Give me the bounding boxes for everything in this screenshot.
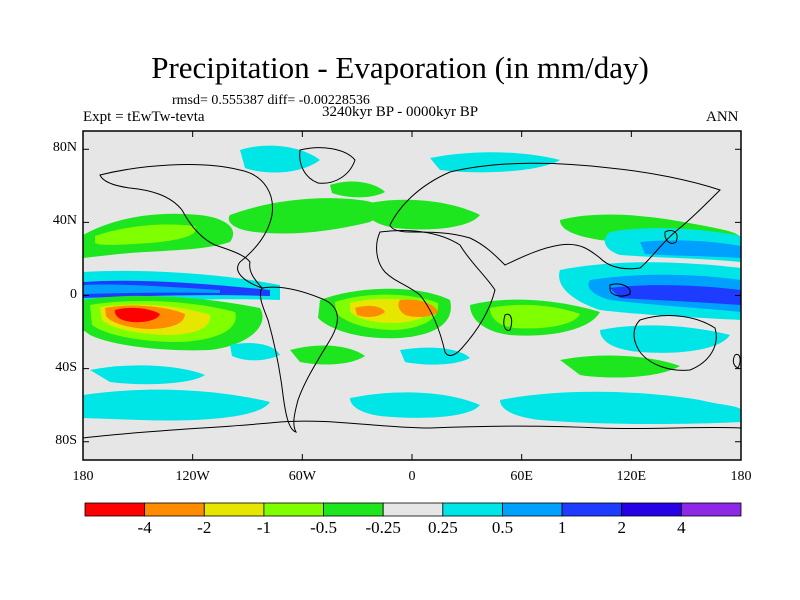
coast-maritime-continent — [609, 283, 631, 297]
field-southern-band-1 — [83, 389, 270, 421]
colorbar-label: -0.25 — [365, 518, 401, 537]
x-tick-label: 180 — [72, 469, 94, 484]
x-tick-label: 120E — [616, 469, 647, 484]
coast-japan — [664, 229, 678, 244]
stats-text: rmsd= 0.555387 diff= -0.00228536 — [172, 93, 370, 108]
field-contours — [83, 145, 741, 425]
colorbar-label: -4 — [137, 518, 152, 537]
x-tick-label: 60E — [510, 469, 533, 484]
x-tick-label: 180 — [730, 469, 752, 484]
x-ticks — [82, 131, 742, 460]
field-southern-band-4 — [290, 345, 365, 365]
field-arctic-patch-2 — [430, 152, 560, 173]
colorbar-swatch — [84, 502, 146, 517]
field-arctic-patch-3 — [330, 181, 385, 198]
experiment-label: Expt = tEwTw-tevta — [83, 109, 205, 125]
coast-north-america — [99, 164, 274, 290]
coastlines — [83, 147, 741, 439]
colorbar-swatch — [621, 502, 682, 517]
colorbar-label: 0.25 — [427, 518, 458, 537]
colorbar — [84, 502, 742, 517]
colorbar-label: 1 — [557, 518, 567, 537]
field-southern-band-2 — [350, 392, 480, 418]
colorbar-label: -1 — [256, 518, 271, 537]
field-band-eurasia — [360, 199, 480, 230]
coast-south-america — [259, 286, 338, 433]
season-label: ANN — [706, 109, 739, 125]
y-tick-label: 0 — [70, 286, 77, 302]
y-tick-label: 40S — [55, 359, 77, 375]
field-band-north-pacific-inner — [95, 224, 196, 245]
colorbar-swatch — [263, 502, 324, 517]
coast-africa — [376, 230, 496, 356]
x-tick-label: 60W — [288, 469, 316, 484]
colorbar-swatch — [502, 502, 563, 517]
colorbar-label: 0.5 — [491, 518, 514, 537]
field-indian-ocean-cyan — [600, 325, 730, 353]
y-ticks — [83, 148, 741, 443]
colorbar-label: -0.5 — [310, 518, 337, 537]
field-south-pacific-red — [114, 307, 160, 323]
coast-new-zealand — [732, 353, 741, 369]
coast-madagascar — [503, 313, 513, 331]
colorbar-swatch — [203, 502, 265, 517]
colorbar-swatch — [323, 502, 384, 517]
colorbar-swatch — [680, 502, 742, 517]
x-tick-label: 0 — [408, 469, 416, 484]
field-southern-band-8 — [90, 365, 205, 385]
colorbar-label: -2 — [197, 518, 212, 537]
field-southern-band-6 — [230, 343, 280, 361]
field-south-atlantic-orange — [398, 299, 438, 317]
colorbar-swatch — [561, 502, 623, 517]
colorbar-swatch — [442, 502, 503, 517]
field-band-northwest-pacific-core — [640, 240, 741, 258]
colorbar-label: 4 — [677, 518, 686, 537]
colorbar-swatch — [144, 502, 205, 517]
y-tick-label: 40N — [52, 213, 77, 229]
coast-australia — [633, 315, 717, 371]
y-tick-label: 80N — [52, 140, 77, 156]
coast-greenland — [299, 147, 356, 184]
field-south-atlantic-orange-2 — [355, 305, 385, 317]
period-label: 3240kyr BP - 0000kyr BP — [322, 104, 479, 120]
field-band-north-atlantic — [228, 198, 383, 234]
field-warm-pool-center — [610, 285, 741, 305]
y-tick-label: 80S — [55, 432, 77, 448]
coast-antarctica — [83, 420, 741, 439]
field-itcz-inner — [83, 284, 220, 294]
field-southern-band-7 — [400, 347, 470, 365]
field-southern-band-3 — [500, 391, 741, 425]
colorbar-label: 2 — [617, 518, 626, 537]
map-title: Precipitation - Evaporation (in mm/day) — [151, 50, 649, 85]
field-indian-ocean-lime — [490, 304, 580, 329]
colorbar-swatch — [382, 502, 444, 517]
x-tick-label: 120W — [175, 469, 210, 484]
coast-eurasia — [389, 162, 721, 270]
